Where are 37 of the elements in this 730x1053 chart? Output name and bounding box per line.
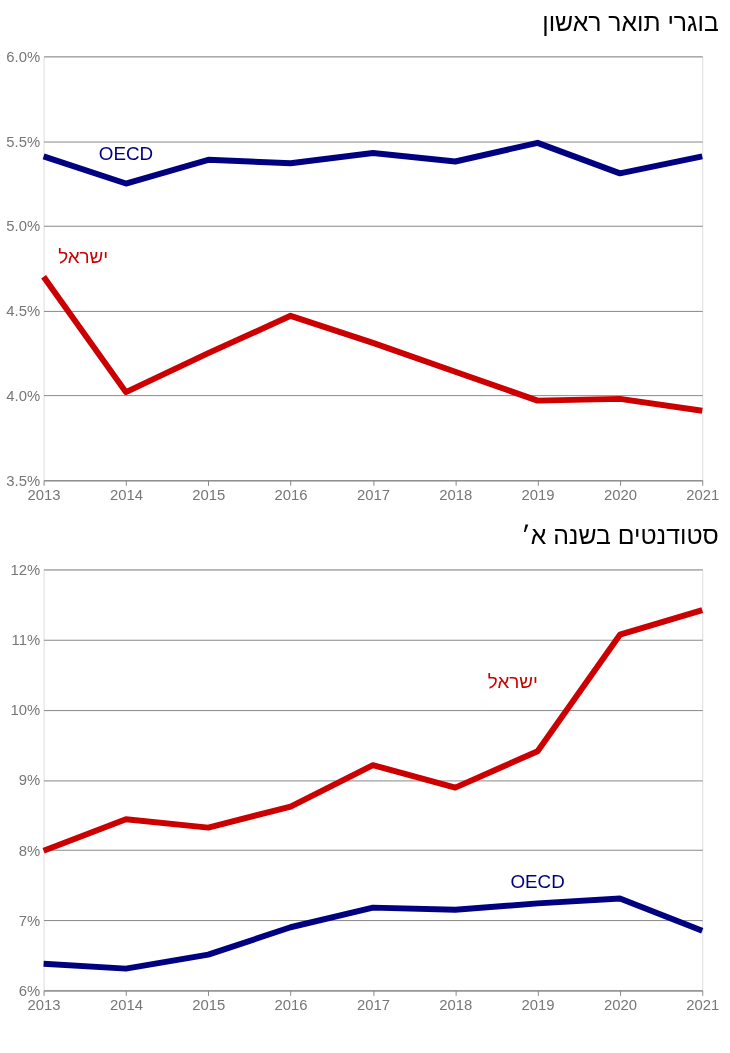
- x-tick-label: 2013: [27, 486, 61, 503]
- x-tick-label: 2015: [192, 486, 226, 503]
- series-label: OECD: [510, 870, 565, 892]
- x-tick-label: 2016: [274, 486, 308, 503]
- series-label: ישראל: [58, 245, 109, 267]
- x-tick-label: 2018: [439, 996, 473, 1013]
- y-tick-label: 6%: [18, 982, 41, 999]
- x-tick-label: 2021: [686, 996, 720, 1013]
- y-tick-label: 10%: [10, 702, 41, 719]
- y-tick-label: 7%: [18, 912, 41, 929]
- x-tick-label: 2014: [109, 996, 143, 1013]
- y-tick-label: 4.0%: [6, 387, 41, 404]
- series-label: ישראל: [487, 670, 538, 692]
- y-tick-label: 8%: [18, 842, 41, 859]
- y-tick-label: 5.0%: [6, 218, 41, 235]
- x-tick-label: 2017: [356, 486, 390, 503]
- y-tick-label: 4.5%: [6, 303, 41, 320]
- y-tick-label: 3.5%: [6, 472, 41, 489]
- x-tick-label: 2020: [603, 486, 637, 503]
- x-tick-label: 2019: [521, 486, 555, 503]
- x-tick-label: 2019: [521, 996, 555, 1013]
- x-tick-label: 2013: [27, 996, 61, 1013]
- x-tick-label: 2015: [192, 996, 226, 1013]
- x-tick-label: 2016: [274, 996, 308, 1013]
- x-tick-label: 2014: [109, 486, 143, 503]
- series-label: OECD: [98, 142, 154, 164]
- x-tick-label: 2021: [686, 486, 720, 503]
- chart-title: סטודנטים בשנה א׳: [521, 521, 719, 549]
- x-tick-label: 2017: [356, 996, 390, 1013]
- chart-title: בוגרי תואר ראשון: [542, 8, 719, 36]
- y-tick-label: 5.5%: [6, 133, 41, 150]
- y-tick-label: 11%: [11, 632, 41, 649]
- y-tick-label: 6.0%: [6, 48, 41, 65]
- y-tick-label: 9%: [18, 772, 41, 789]
- x-tick-label: 2020: [603, 996, 637, 1013]
- y-tick-label: 12%: [10, 561, 41, 578]
- x-tick-label: 2018: [439, 486, 473, 503]
